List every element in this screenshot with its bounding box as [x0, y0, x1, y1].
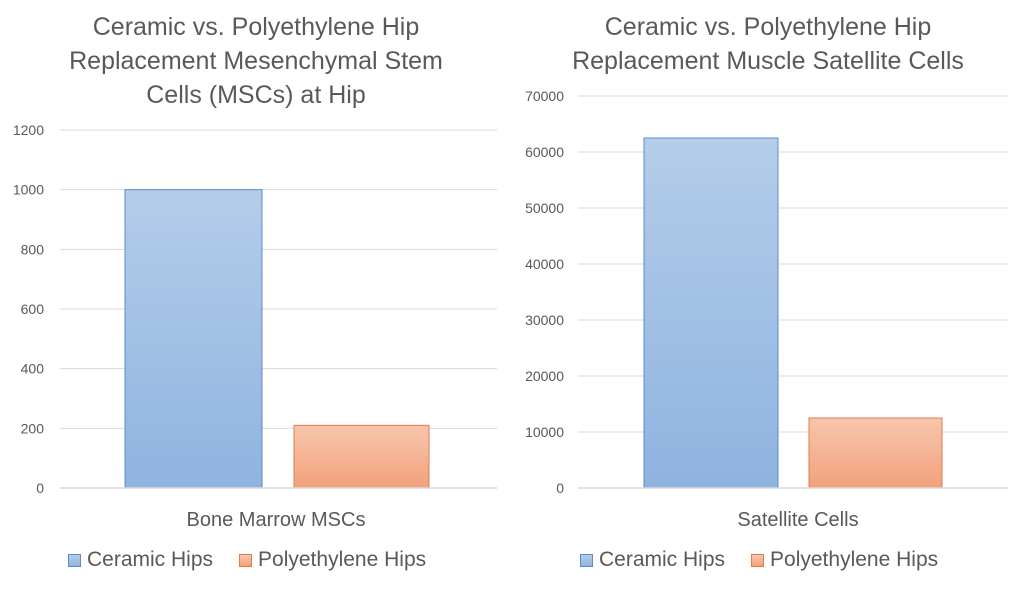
y-tick-label: 60000 — [525, 144, 564, 160]
legend: Ceramic Hips Polyethylene Hips — [68, 548, 452, 572]
plot-area: 0 10000 20000 30000 40000 50000 60000 70000 — [525, 88, 1008, 496]
chart-title-line: Cells (MSCs) at Hip — [146, 81, 366, 109]
bar-ceramic — [124, 189, 263, 489]
legend-swatch-ceramic — [580, 553, 593, 567]
bar-ceramic — [643, 137, 779, 489]
y-tick-label: 200 — [21, 420, 45, 436]
legend-label: Ceramic Hips — [599, 548, 726, 571]
y-tick-label: 400 — [21, 361, 45, 377]
y-tick-label: 50000 — [525, 200, 564, 216]
legend-label: Polyethylene Hips — [770, 548, 939, 571]
legend-swatch-polyethylene — [239, 553, 253, 567]
legend: Ceramic Hips Polyethylene Hips — [580, 548, 964, 572]
legend-item-ceramic: Ceramic Hips — [580, 548, 725, 572]
chart-title-line: Ceramic vs. Polyethylene Hip — [604, 13, 932, 41]
plot-area: 0 200 400 600 800 1000 1200 — [13, 122, 497, 496]
x-category-label: Satellite Cells — [737, 509, 859, 531]
chart-title-line: Replacement Mesenchymal Stem — [69, 47, 443, 75]
legend-item-ceramic: Ceramic Hips — [68, 548, 213, 572]
y-tick-label: 600 — [21, 301, 45, 317]
y-tick-label: 1200 — [13, 122, 44, 138]
bar-polyethylene — [293, 424, 430, 489]
y-tick-label: 30000 — [525, 312, 564, 328]
legend-swatch-polyethylene — [751, 553, 765, 567]
legend-label: Ceramic Hips — [87, 548, 214, 571]
y-tick-label: 40000 — [525, 256, 564, 272]
bar-polyethylene — [808, 417, 943, 489]
chart-satellite: Ceramic vs. Polyethylene Hip Replacement… — [512, 0, 1024, 590]
y-tick-label: 10000 — [525, 424, 564, 440]
y-tick-label: 70000 — [525, 88, 564, 104]
chart-msc: Ceramic vs. Polyethylene Hip Replacement… — [13, 13, 497, 572]
legend-item-polyethylene: Polyethylene Hips — [239, 548, 426, 572]
y-tick-label: 20000 — [525, 368, 564, 384]
y-tick-label: 0 — [556, 480, 564, 496]
x-category-label: Bone Marrow MSCs — [186, 509, 366, 531]
y-tick-label: 1000 — [13, 182, 44, 198]
legend-swatch-ceramic — [68, 553, 81, 567]
legend-label: Polyethylene Hips — [258, 548, 427, 571]
chart-title-line: Replacement Muscle Satellite Cells — [572, 47, 964, 75]
legend-item-polyethylene: Polyethylene Hips — [751, 548, 938, 572]
chart-title-line: Ceramic vs. Polyethylene Hip — [92, 13, 420, 41]
y-tick-label: 800 — [21, 241, 45, 257]
y-tick-label: 0 — [36, 480, 44, 496]
